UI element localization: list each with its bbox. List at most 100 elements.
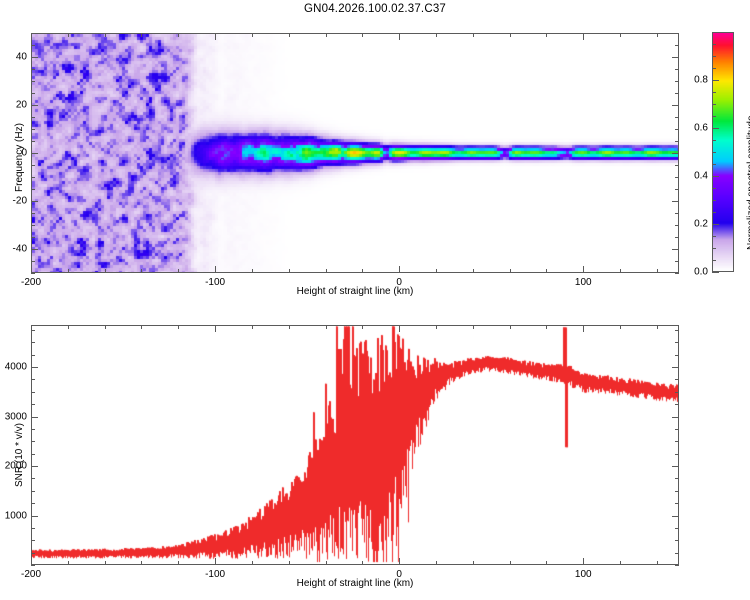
- tick-major: [31, 416, 38, 418]
- tick-major: [712, 224, 719, 225]
- tick-major: [31, 105, 38, 106]
- tick-minor: [675, 490, 679, 492]
- x-tick-label: -100: [205, 277, 226, 288]
- tick-minor: [31, 189, 35, 190]
- tick-major: [399, 33, 401, 40]
- tick-minor: [288, 33, 290, 37]
- tick-major: [712, 176, 719, 177]
- tick-minor: [509, 325, 511, 329]
- tick-major: [672, 201, 679, 202]
- tick-major: [712, 128, 719, 129]
- tick-minor: [656, 33, 658, 37]
- tick-minor: [675, 478, 679, 480]
- tick-minor: [178, 561, 180, 565]
- tick-minor: [472, 561, 474, 565]
- tick-minor: [251, 33, 253, 37]
- tick-minor: [656, 269, 658, 273]
- y-tick-label: 2000: [4, 460, 27, 472]
- tick-minor: [675, 93, 679, 94]
- tick-minor: [712, 212, 716, 213]
- spectrogram-image: [32, 34, 678, 272]
- y-tick-label: 3000: [4, 411, 27, 423]
- tick-minor: [620, 561, 622, 565]
- tick-minor: [67, 325, 69, 329]
- tick-minor: [31, 225, 35, 226]
- tick-minor: [675, 237, 679, 238]
- tick-major: [31, 367, 38, 369]
- tick-minor: [325, 33, 327, 37]
- tick-minor: [31, 379, 35, 381]
- tick-minor: [656, 325, 658, 329]
- tick-minor: [251, 269, 253, 273]
- x-tick-label: -200: [20, 277, 42, 288]
- tick-major: [31, 466, 38, 468]
- tick-minor: [712, 104, 716, 105]
- tick-minor: [712, 188, 716, 189]
- tick-major: [399, 266, 401, 273]
- tick-minor: [288, 269, 290, 273]
- tick-minor: [288, 325, 290, 329]
- tick-minor: [620, 325, 622, 329]
- tick-minor: [436, 33, 437, 37]
- tick-minor: [141, 325, 143, 329]
- tick-minor: [141, 269, 143, 273]
- colorbar-label: Normalized spectral amplitude: [746, 115, 750, 250]
- tick-major: [672, 57, 679, 58]
- snr-x-axis-label: Height of straight line (km): [296, 578, 414, 589]
- tick-minor: [712, 164, 716, 165]
- tick-minor: [472, 33, 474, 37]
- tick-major: [583, 266, 585, 273]
- tick-minor: [546, 33, 548, 37]
- tick-major: [215, 266, 217, 273]
- page-title: GN04.2026.100.02.37.C37: [303, 3, 447, 15]
- tick-major: [583, 33, 585, 40]
- tick-major: [712, 272, 719, 273]
- tick-minor: [178, 33, 180, 37]
- tick-major: [712, 80, 719, 81]
- tick-minor: [325, 561, 327, 565]
- tick-minor: [288, 561, 290, 565]
- tick-minor: [675, 428, 679, 430]
- tick-major: [31, 33, 32, 40]
- tick-minor: [31, 527, 35, 529]
- tick-minor: [675, 342, 679, 344]
- tick-minor: [31, 503, 35, 505]
- tick-major: [672, 153, 679, 154]
- tick-minor: [712, 140, 716, 141]
- tick-minor: [251, 561, 253, 565]
- tick-minor: [362, 325, 364, 329]
- tick-minor: [712, 44, 716, 45]
- snr-axes: [31, 325, 679, 565]
- tick-minor: [675, 527, 679, 529]
- y-tick-label: 4000: [4, 361, 27, 373]
- tick-major: [672, 249, 679, 250]
- tick-minor: [141, 561, 143, 565]
- snr-trace-plot: [32, 326, 678, 564]
- tick-minor: [675, 213, 679, 214]
- tick-minor: [67, 269, 69, 273]
- tick-major: [583, 558, 585, 565]
- tick-minor: [31, 428, 35, 430]
- tick-minor: [31, 237, 35, 238]
- tick-minor: [104, 33, 106, 37]
- tick-minor: [178, 269, 180, 273]
- tick-minor: [509, 269, 511, 273]
- tick-minor: [620, 33, 622, 37]
- tick-major: [672, 416, 679, 418]
- tick-minor: [362, 269, 364, 273]
- tick-minor: [31, 540, 35, 542]
- tick-minor: [31, 490, 35, 492]
- tick-major: [31, 201, 38, 202]
- tick-minor: [675, 329, 679, 331]
- tick-minor: [675, 441, 679, 443]
- tick-minor: [712, 200, 716, 201]
- spectrogram-x-axis-label: Height of straight line (km): [296, 286, 414, 297]
- tick-major: [672, 367, 679, 369]
- tick-minor: [675, 261, 679, 262]
- y-tick-label: 40: [15, 51, 27, 63]
- tick-minor: [712, 152, 716, 153]
- colorbar-tick-label: 0.8: [694, 74, 708, 86]
- x-tick-label: -200: [20, 569, 42, 580]
- tick-minor: [31, 45, 35, 46]
- tick-minor: [675, 391, 679, 393]
